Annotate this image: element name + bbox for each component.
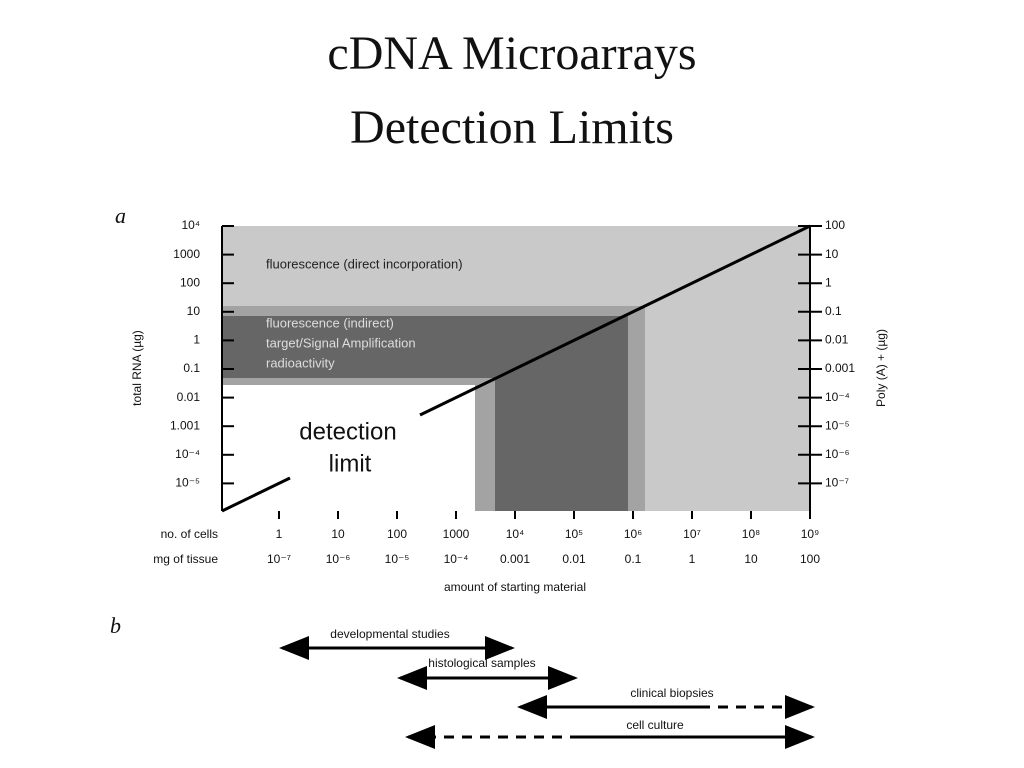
axis-label: Poly (A) + (µg) bbox=[874, 329, 888, 407]
y-tick-label: 100 bbox=[825, 218, 845, 232]
x-tick-label: 10⁴ bbox=[506, 527, 525, 541]
x-tick-label: 0.01 bbox=[562, 552, 586, 566]
region-label: target/Signal Amplification bbox=[266, 335, 416, 350]
y-tick-label: 1 bbox=[193, 333, 200, 347]
ranges bbox=[279, 636, 815, 749]
range-label: developmental studies bbox=[330, 627, 449, 641]
y-tick-label: 10⁻⁴ bbox=[175, 447, 200, 461]
y-tick-label: 1.001 bbox=[170, 418, 200, 432]
x-tick-label: 10⁷ bbox=[683, 527, 701, 541]
y-tick-label: 1000 bbox=[173, 247, 200, 261]
detection-line bbox=[419, 224, 811, 417]
x-tick-label: 100 bbox=[800, 552, 820, 566]
y-tick-label: 10 bbox=[825, 247, 839, 261]
detection-limit-label: detection bbox=[299, 418, 396, 445]
plot-regions bbox=[221, 224, 811, 513]
region-label: fluorescence (direct incorporation) bbox=[266, 256, 463, 271]
x-tick-label: 1 bbox=[689, 552, 696, 566]
x-tick-label: 10⁻⁷ bbox=[267, 552, 291, 566]
x-tick-label: 10 bbox=[744, 552, 758, 566]
range-label: cell culture bbox=[626, 718, 684, 732]
y-tick-label: 10⁻⁷ bbox=[825, 476, 849, 490]
row-label: no. of cells bbox=[161, 527, 218, 541]
y-tick-label: 10⁻⁴ bbox=[825, 390, 850, 404]
y-tick-label: 10 bbox=[187, 304, 201, 318]
region-label: fluorescence (indirect) bbox=[266, 315, 394, 330]
x-tick-label: 1 bbox=[276, 527, 283, 541]
ticks: 10⁴10001001010.10.011.00110⁻⁴10⁻⁵1001010… bbox=[170, 218, 855, 566]
dark-region bbox=[495, 316, 628, 511]
x-tick-label: 0.1 bbox=[625, 552, 642, 566]
y-tick-label: 10⁻⁵ bbox=[175, 476, 200, 490]
x-tick-label: 10⁸ bbox=[742, 527, 760, 541]
region-label: radioactivity bbox=[266, 355, 335, 370]
x-tick-label: 0.001 bbox=[500, 552, 530, 566]
detection-line bbox=[221, 476, 291, 513]
x-tick-label: 1000 bbox=[443, 527, 470, 541]
x-tick-label: 10⁹ bbox=[801, 527, 820, 541]
range-label: histological samples bbox=[428, 656, 535, 670]
axis-label: total RNA (µg) bbox=[130, 330, 144, 406]
y-tick-label: 0.1 bbox=[825, 304, 842, 318]
panel-label: b bbox=[110, 613, 121, 638]
detection-limit-label: limit bbox=[329, 450, 372, 477]
y-tick-label: 0.01 bbox=[177, 390, 201, 404]
y-tick-label: 0.001 bbox=[825, 361, 855, 375]
y-tick-label: 0.01 bbox=[825, 333, 849, 347]
x-tick-label: 100 bbox=[387, 527, 407, 541]
y-tick-label: 0.1 bbox=[183, 361, 200, 375]
y-tick-label: 10⁴ bbox=[181, 218, 200, 232]
x-tick-label: 10⁻⁴ bbox=[444, 552, 469, 566]
y-tick-label: 10⁻⁶ bbox=[825, 447, 850, 461]
row-label: mg of tissue bbox=[153, 552, 218, 566]
y-tick-label: 1 bbox=[825, 275, 832, 289]
x-tick-label: 10⁻⁶ bbox=[326, 552, 351, 566]
title-line: cDNA Microarrays bbox=[327, 27, 696, 80]
range-label: clinical biopsies bbox=[630, 686, 713, 700]
x-tick-label: 10⁶ bbox=[624, 527, 642, 541]
x-tick-label: 10⁵ bbox=[565, 527, 583, 541]
y-tick-label: 100 bbox=[180, 275, 200, 289]
panel-label: a bbox=[115, 203, 126, 228]
y-tick-label: 10⁻⁵ bbox=[825, 418, 850, 432]
title-line: Detection Limits bbox=[350, 101, 674, 154]
x-tick-label: 10 bbox=[331, 527, 345, 541]
x-tick-label: 10⁻⁵ bbox=[385, 552, 410, 566]
axis-label: amount of starting material bbox=[444, 580, 586, 594]
